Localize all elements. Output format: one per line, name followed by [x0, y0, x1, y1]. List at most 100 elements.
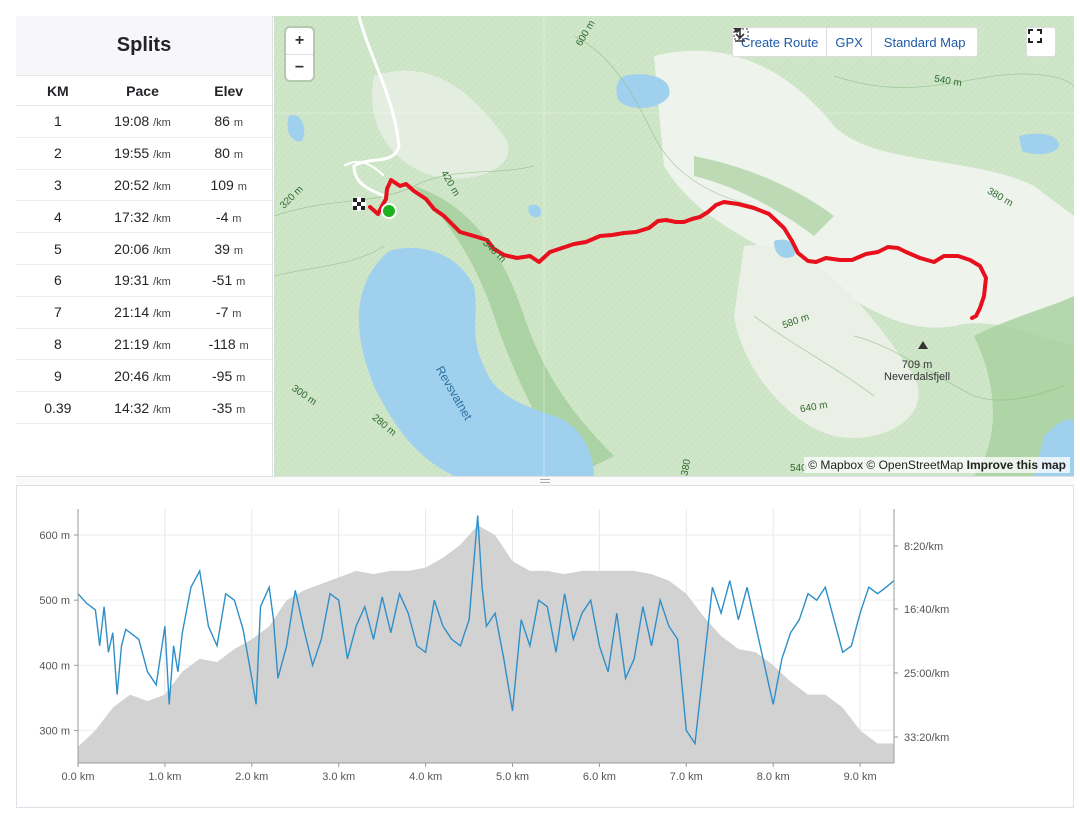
- y-right-tick-label: 33:20/km: [904, 732, 949, 744]
- split-elev: -35 m: [185, 400, 272, 416]
- peak-label: 709 m Neverdalsfjell: [884, 359, 950, 383]
- elev-unit: m: [239, 339, 249, 352]
- resize-handle[interactable]: [16, 476, 1074, 486]
- x-tick-label: 4.0 km: [409, 771, 442, 783]
- splits-header-row: KM Pace Elev: [16, 76, 272, 106]
- fullscreen-button[interactable]: [1026, 27, 1056, 57]
- split-row: 3 20:52 /km 109 m: [16, 170, 272, 202]
- split-pace: 19:55 /km: [100, 145, 186, 161]
- map-toolbar: Create Route GPX Standard Map: [732, 27, 979, 57]
- split-pace: 21:19 /km: [100, 336, 186, 352]
- route-path: [368, 178, 988, 320]
- elev-unit: m: [236, 371, 246, 384]
- pace-line: [77, 515, 895, 746]
- create-route-button[interactable]: Create Route: [733, 28, 828, 56]
- peak-name: Neverdalsfjell: [884, 371, 951, 383]
- split-km: 3: [53, 176, 62, 193]
- elev-unit: m: [233, 117, 243, 130]
- pace-value: 19:55: [114, 145, 150, 162]
- y-left-tick-label: 600 m: [39, 530, 70, 542]
- attribution-text[interactable]: © Mapbox © OpenStreetMap: [808, 458, 964, 472]
- elev-unit: m: [233, 149, 243, 162]
- finish-flag-icon: [352, 197, 366, 211]
- elev-value: 109: [210, 176, 234, 193]
- x-tick-label: 0.0 km: [61, 771, 94, 783]
- map-style-dropdown[interactable]: Standard Map: [733, 28, 978, 56]
- gpx-download-button[interactable]: GPX: [735, 28, 872, 56]
- elev-value: -4: [215, 208, 229, 225]
- split-km: 0.39: [44, 399, 72, 416]
- pace-unit: /km: [153, 180, 171, 193]
- improve-map-link[interactable]: Improve this map: [966, 458, 1066, 472]
- x-tick-label: 7.0 km: [670, 771, 703, 783]
- split-elev: 80 m: [185, 145, 272, 161]
- pace-unit: /km: [153, 308, 171, 321]
- pace-unit: /km: [153, 339, 171, 352]
- zoom-in-button[interactable]: +: [294, 32, 305, 49]
- elev-value: -7: [215, 304, 229, 321]
- split-row: 4 17:32 /km -4 m: [16, 201, 272, 234]
- split-elev: -51 m: [185, 272, 272, 288]
- split-elev: -4 m: [185, 209, 272, 225]
- splits-title: Splits: [16, 16, 272, 76]
- split-km: 4: [53, 208, 62, 225]
- peak-elevation: 709 m: [901, 359, 933, 371]
- pace-value: 21:19: [114, 335, 150, 352]
- split-pace: 20:06 /km: [100, 241, 186, 257]
- pace-value: 19:08: [114, 113, 150, 130]
- x-tick-label: 1.0 km: [148, 771, 181, 783]
- elev-unit: m: [232, 308, 242, 321]
- split-elev: -7 m: [185, 304, 272, 320]
- split-row: 9 20:46 /km -95 m: [16, 360, 272, 393]
- pace-unit: /km: [153, 244, 171, 257]
- elev-unit: m: [237, 180, 247, 193]
- x-tick-label: 9.0 km: [844, 771, 877, 783]
- km-column-header: KM: [46, 82, 69, 99]
- split-km: 8: [53, 335, 62, 352]
- pace-value: 20:52: [114, 176, 150, 193]
- split-row: 6 19:31 /km -51 m: [16, 265, 272, 297]
- road: [343, 160, 385, 177]
- x-tick-label: 8.0 km: [757, 771, 790, 783]
- pace-unit: /km: [153, 276, 171, 289]
- splits-panel: Splits KM Pace Elev 1 19:08 /km 86 m 2 19:55…: [16, 16, 273, 476]
- map-style-label: Standard Map: [883, 34, 966, 50]
- lake-revsvatnet: [358, 247, 594, 476]
- elev-column-header: Elev: [214, 82, 244, 99]
- elev-value: -35: [212, 399, 233, 416]
- pace-column-header: Pace: [126, 82, 159, 99]
- x-tick-label: 5.0 km: [496, 771, 529, 783]
- start-marker-icon: [381, 203, 397, 219]
- elev-unit: m: [233, 244, 243, 257]
- pace-unit: /km: [153, 117, 171, 130]
- highland-area: [654, 50, 1074, 347]
- gpx-label: GPX: [835, 34, 863, 50]
- route-map[interactable]: 600 m 540 m 420 m 320 m 340 m 380 m 580 …: [274, 16, 1074, 476]
- peak-icon: [918, 341, 928, 349]
- chart-canvas: 300 m 400 m 500 m 600 m 8:20/km 16:40/km 25:00…: [39, 509, 949, 783]
- split-elev: 39 m: [185, 241, 272, 257]
- y-left-tick-label: 300 m: [39, 725, 70, 737]
- split-pace: 20:52 /km: [100, 177, 186, 193]
- split-row: 0.39 14:32 /km -35 m: [16, 392, 272, 424]
- pace-unit: /km: [153, 371, 171, 384]
- split-pace: 14:32 /km: [100, 400, 186, 416]
- elev-unit: m: [232, 212, 242, 225]
- splits-rows: 1 19:08 /km 86 m 2 19:55 /km 80 m 3 20:52 /km 10…: [16, 106, 272, 424]
- pace-value: 20:06: [114, 240, 150, 257]
- elevation-pace-chart[interactable]: 300 m 400 m 500 m 600 m 8:20/km 16:40/km 25:00…: [16, 487, 1074, 808]
- pace-value: 21:14: [114, 304, 150, 321]
- x-tick-label: 2.0 km: [235, 771, 268, 783]
- road: [352, 16, 401, 198]
- split-elev: 86 m: [185, 113, 272, 129]
- split-km: 1: [53, 113, 62, 130]
- pace-value: 17:32: [114, 208, 150, 225]
- y-left-tick-label: 400 m: [39, 660, 70, 672]
- zoom-out-button[interactable]: −: [286, 54, 313, 80]
- y-right-tick-label: 8:20/km: [904, 541, 943, 553]
- expand-icon: [1028, 29, 1042, 43]
- pace-value: 19:31: [114, 272, 150, 289]
- caret-down-icon: [733, 28, 742, 33]
- x-tick-label: 6.0 km: [583, 771, 616, 783]
- y-left-tick-label: 500 m: [39, 595, 70, 607]
